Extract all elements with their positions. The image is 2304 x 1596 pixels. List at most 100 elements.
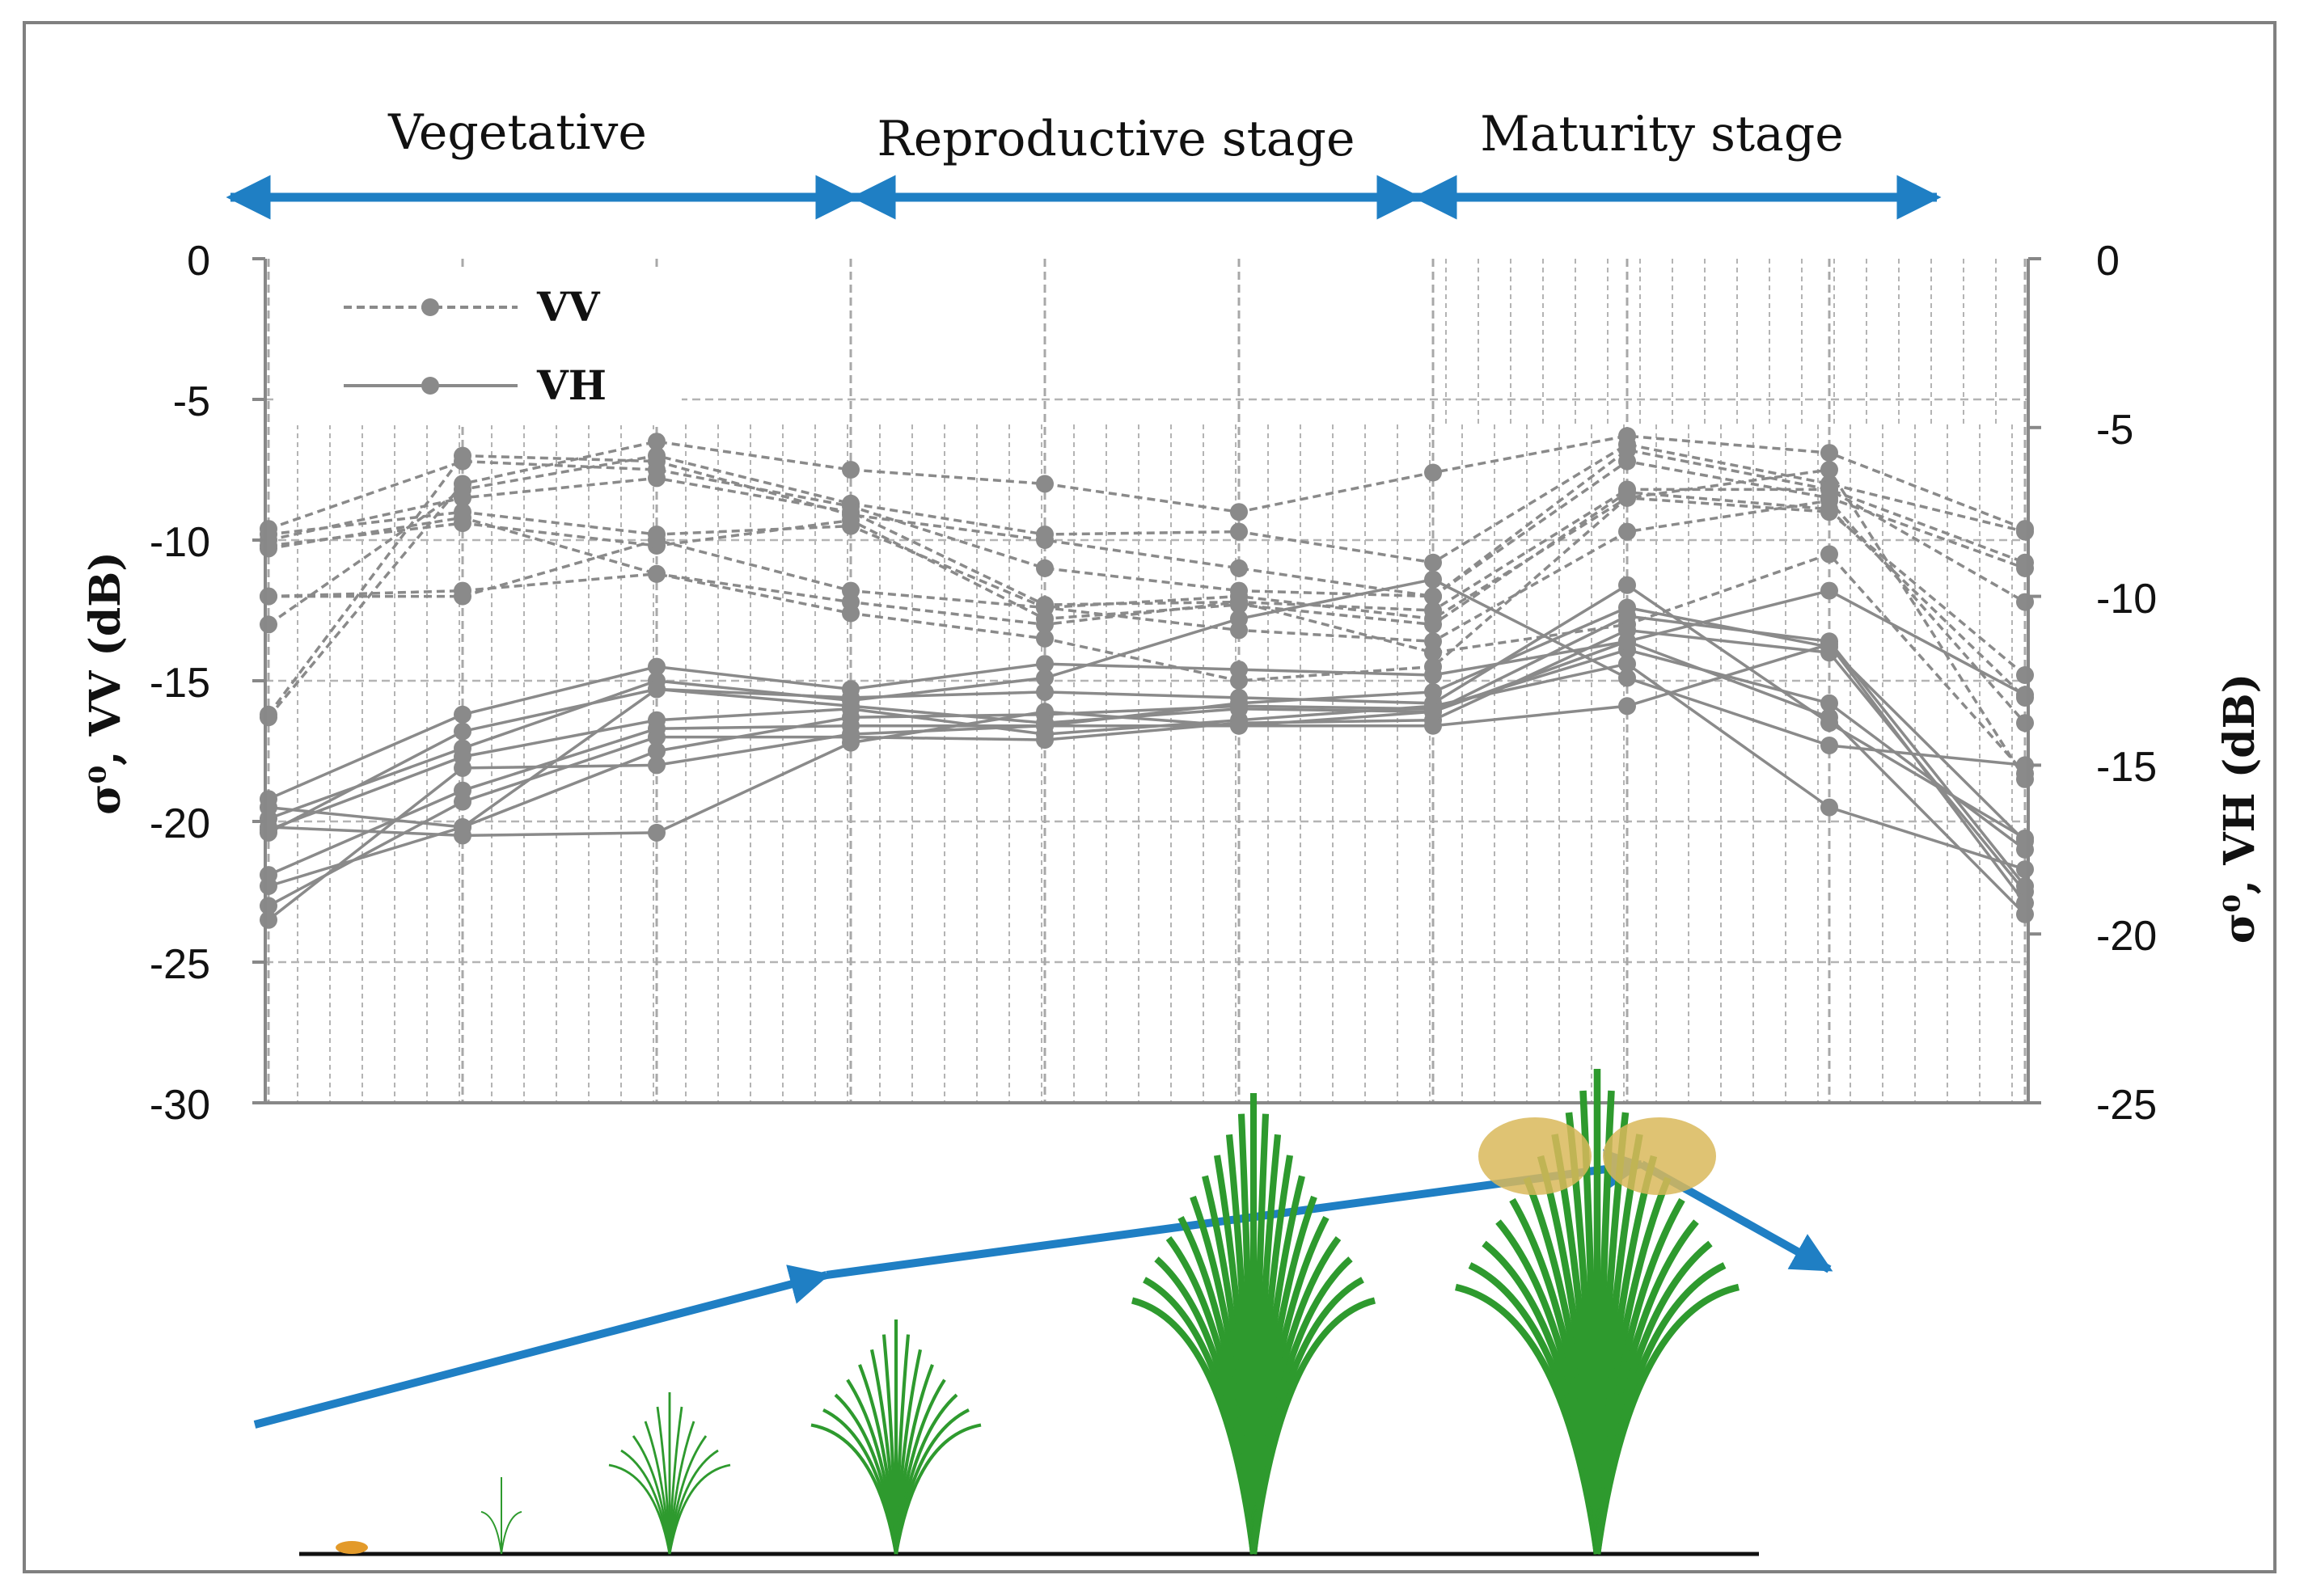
vh-data-point bbox=[1230, 661, 1248, 679]
y-tick-left: 0 bbox=[187, 238, 210, 285]
vh-series-line bbox=[267, 614, 2027, 922]
vv-data-point bbox=[260, 587, 277, 606]
vv-series-line bbox=[267, 434, 2026, 719]
y-tick-left: -15 bbox=[150, 660, 210, 707]
vv-data-point bbox=[2016, 714, 2034, 733]
vh-data-point bbox=[648, 756, 666, 775]
seedling-plant bbox=[480, 1477, 522, 1555]
vv-data-point bbox=[842, 604, 860, 623]
vv-data-point bbox=[1618, 522, 1636, 541]
vv-data-point bbox=[2016, 559, 2034, 577]
legend-background bbox=[273, 272, 682, 425]
vh-data-point bbox=[2016, 840, 2034, 859]
y-tick-left: -30 bbox=[150, 1082, 210, 1129]
vv-data-point bbox=[2016, 666, 2034, 684]
vh-data-point bbox=[1820, 581, 1838, 600]
vv-series-line bbox=[268, 468, 2027, 780]
vv-data-point bbox=[1424, 553, 1442, 572]
vh-data-point bbox=[2016, 860, 2034, 879]
vh-data-point bbox=[1036, 682, 1054, 701]
vh-data-point bbox=[1424, 682, 1442, 701]
young-plant bbox=[810, 1319, 982, 1555]
mature-plant bbox=[1455, 1069, 1740, 1555]
y-tick-right: -25 bbox=[2096, 1082, 2157, 1129]
y-tick-right: -20 bbox=[2096, 913, 2157, 960]
vv-data-point bbox=[2016, 522, 2034, 541]
vh-data-point bbox=[648, 728, 666, 746]
vv-data-point bbox=[1424, 644, 1442, 662]
vv-data-point bbox=[1036, 531, 1054, 549]
vv-data-point bbox=[1820, 461, 1838, 479]
vv-data-point bbox=[648, 469, 666, 488]
plot-grid bbox=[265, 259, 2028, 1103]
vh-data-point bbox=[1820, 635, 1838, 653]
vh-data-point bbox=[1230, 610, 1248, 628]
vh-data-point bbox=[2016, 877, 2034, 895]
legend-vv-label: VV bbox=[536, 283, 601, 331]
vh-data-point bbox=[648, 711, 666, 729]
vh-data-point bbox=[1036, 714, 1054, 733]
vh-data-point bbox=[454, 792, 471, 811]
legend-vh-label: VH bbox=[536, 361, 607, 409]
vh-data-point bbox=[1820, 798, 1838, 817]
vv-data-point bbox=[1230, 593, 1248, 611]
vh-data-point bbox=[260, 877, 277, 895]
y-axis-left-label: σ⁰, VV (dB) bbox=[81, 551, 130, 815]
y-axis-right-label: σ⁰, VH (dB) bbox=[2215, 673, 2264, 944]
vv-data-point bbox=[648, 531, 666, 549]
vh-data-point bbox=[454, 705, 471, 724]
vh-data-point bbox=[2016, 905, 2034, 923]
vh-data-point bbox=[1230, 699, 1248, 718]
vv-series-line bbox=[268, 499, 2027, 724]
vv-data-point bbox=[454, 581, 471, 600]
vh-data-point bbox=[1820, 708, 1838, 727]
vv-data-point bbox=[260, 539, 277, 558]
tillering-plant bbox=[608, 1392, 731, 1555]
vh-data-point bbox=[1036, 655, 1054, 673]
vh-data-point bbox=[1036, 669, 1054, 687]
legend-vh-marker bbox=[421, 377, 439, 395]
plot-axes bbox=[252, 257, 2041, 1104]
vh-data-point bbox=[1820, 737, 1838, 754]
vv-data-point bbox=[1036, 475, 1054, 493]
vh-data-point bbox=[1036, 731, 1054, 749]
stage-label-reproductive: Reproductive stage bbox=[877, 111, 1355, 167]
vh-data-point bbox=[260, 798, 277, 817]
vv-series-line bbox=[268, 442, 2026, 626]
vh-data-point bbox=[1424, 716, 1442, 735]
vh-series-line bbox=[268, 642, 2027, 904]
vv-data-point bbox=[1036, 615, 1054, 634]
booting-plant bbox=[1131, 1093, 1376, 1555]
vh-data-point bbox=[1618, 607, 1636, 625]
vh-data-point bbox=[2016, 686, 2034, 704]
vh-series-line bbox=[268, 583, 2026, 840]
vh-data-point bbox=[648, 742, 666, 760]
vv-data-point bbox=[1424, 587, 1442, 606]
y-tick-left: -25 bbox=[150, 941, 210, 988]
y-tick-left: -10 bbox=[150, 519, 210, 566]
vv-data-point bbox=[1424, 615, 1442, 634]
vv-series-line bbox=[268, 552, 2027, 775]
vh-data-point bbox=[648, 657, 666, 676]
vv-data-point bbox=[1036, 559, 1054, 577]
vh-data-point bbox=[454, 818, 471, 836]
y-tick-right: -5 bbox=[2096, 407, 2133, 454]
vh-data-point bbox=[648, 823, 666, 842]
vv-series-line bbox=[267, 448, 2026, 716]
vv-data-point bbox=[1618, 488, 1636, 507]
vv-data-point bbox=[648, 564, 666, 583]
vh-series-line bbox=[268, 628, 2027, 907]
vv-data-point bbox=[1424, 463, 1442, 482]
rice-growth-illustration bbox=[299, 1069, 1759, 1556]
vv-data-point bbox=[454, 488, 471, 507]
vv-data-point bbox=[1820, 492, 1838, 510]
vv-data-point bbox=[454, 509, 471, 527]
legend: VV VH bbox=[344, 283, 607, 409]
vv-series-line bbox=[268, 459, 2026, 598]
vh-data-point bbox=[260, 910, 277, 929]
stage-label-vegetative: Vegetative bbox=[387, 104, 647, 161]
vh-data-point bbox=[1424, 570, 1442, 589]
plot-series bbox=[260, 427, 2034, 929]
vv-series-line bbox=[268, 496, 2027, 677]
vh-data-point bbox=[648, 680, 666, 699]
